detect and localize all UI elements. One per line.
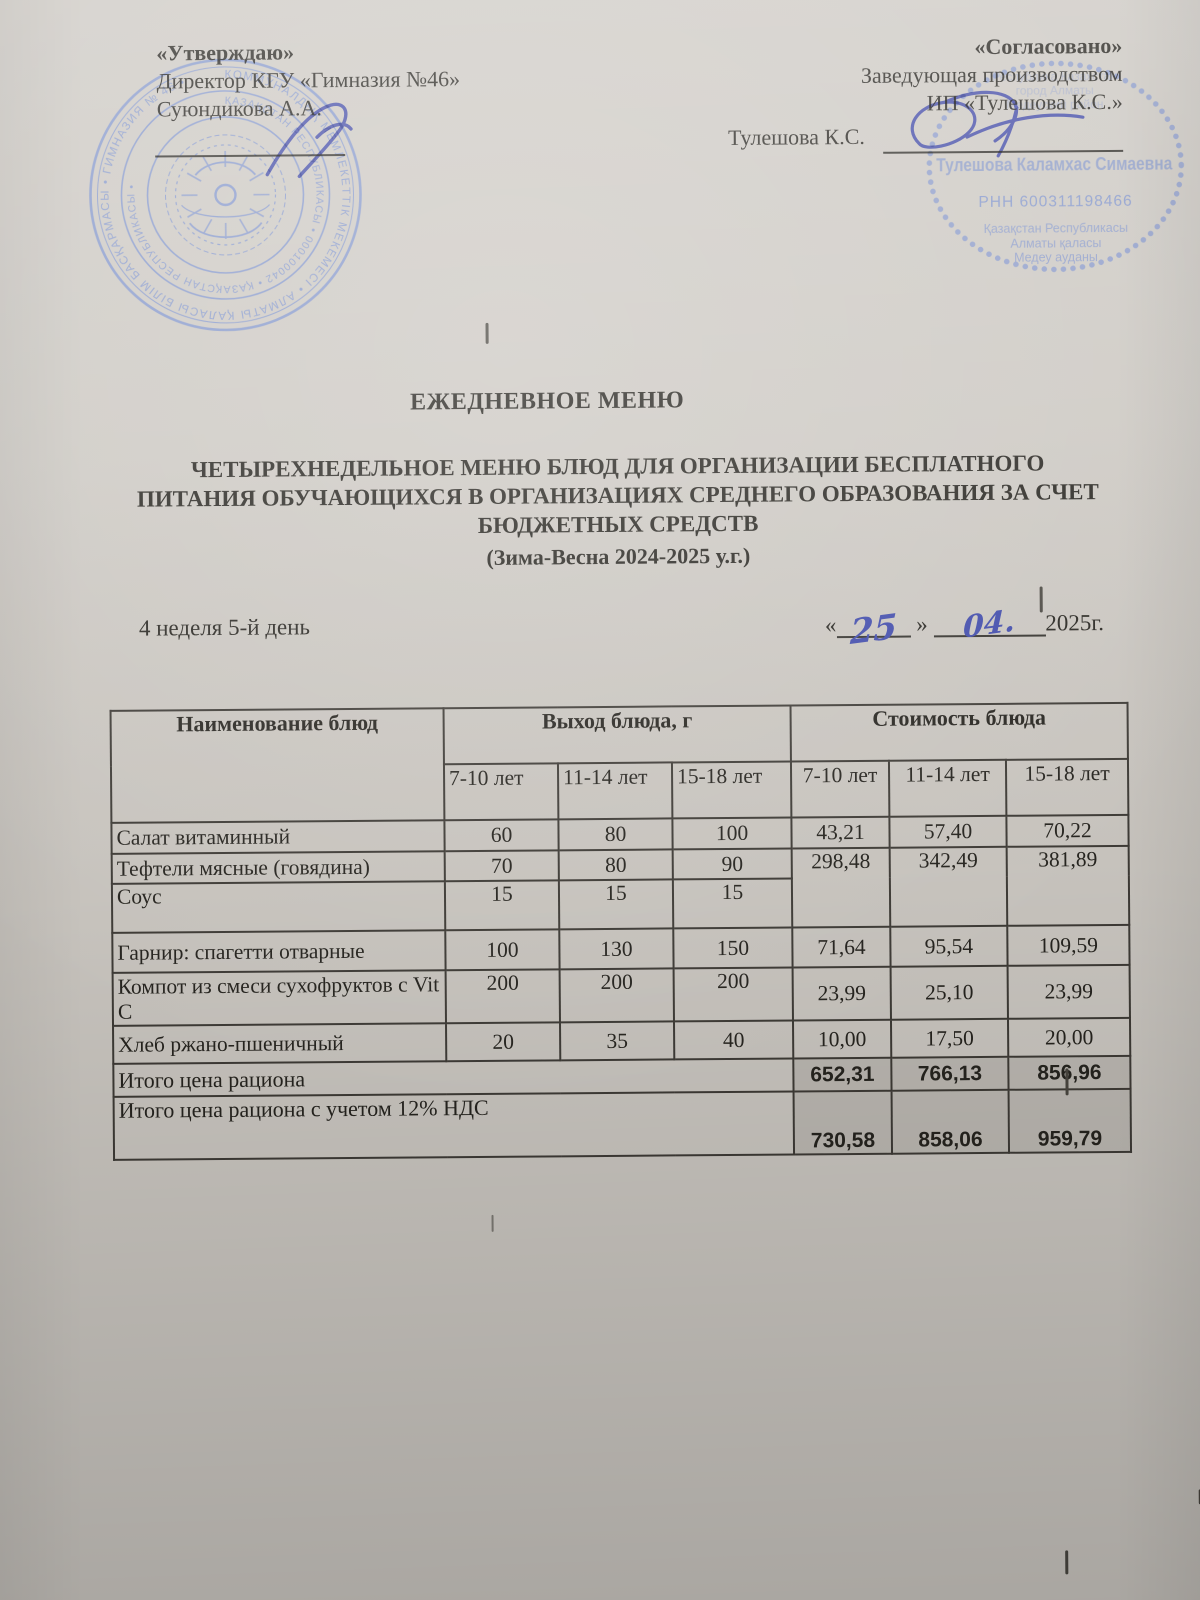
- output-value-cell: 100: [445, 929, 560, 971]
- output-value-cell: 35: [559, 1021, 675, 1061]
- scan-mark: [1065, 1068, 1069, 1096]
- week-day-label: 4 неделя 5-й день: [138, 614, 311, 641]
- cost-value-cell: 23,99: [1007, 964, 1131, 1019]
- vendor-stamp-faint-line: Республика Казахстан: [992, 69, 1117, 84]
- vendor-stamp-region-line: Медеу ауданы: [1014, 250, 1098, 265]
- cost-value-cell: 109,59: [1007, 924, 1130, 966]
- vendor-stamp-region-line: Алматы қаласы: [1010, 236, 1101, 251]
- date-line: « 25 » 04. 2025г.: [824, 603, 1105, 653]
- dish-name-cell: Салат витаминный: [111, 820, 445, 854]
- cost-value-cell: 95,54: [890, 925, 1008, 967]
- close-quote: »: [916, 611, 928, 637]
- age-col-header: 15-18 лет: [1005, 758, 1129, 816]
- age-col-header: 7-10 лет: [790, 760, 890, 818]
- output-value-cell: 100: [672, 817, 792, 850]
- handwritten-day-slot: 25: [836, 605, 911, 653]
- vendor-stamp-faint-line: город Алматы: [1016, 83, 1094, 98]
- total-label-cell: Итого цена рациона: [113, 1058, 794, 1097]
- open-quote: «: [824, 612, 837, 638]
- total-value-cell: 858,06: [891, 1089, 1010, 1154]
- season-line: (Зима-Весна 2024-2025 у.г.): [486, 542, 751, 570]
- vendor-stamp-owner-name: Тулешова Каламхас Симаевна: [936, 153, 1173, 175]
- age-col-header: 7-10 лет: [443, 763, 559, 821]
- output-value-cell: 20: [445, 1022, 561, 1062]
- cost-value-cell: 71,64: [792, 926, 891, 968]
- age-col-header: 11-14 лет: [888, 759, 1007, 817]
- total-value-cell: 856,96: [1008, 1055, 1131, 1090]
- age-col-header: 15-18 лет: [671, 761, 792, 819]
- age-col-header: 11-14 лет: [557, 762, 673, 820]
- total-value-cell: 652,31: [793, 1057, 892, 1092]
- cost-value-cell: 25,10: [890, 965, 1009, 1020]
- menu-table: Наименование блюд Выход блюда, г Стоимос…: [109, 701, 1133, 1161]
- dish-name-cell: Гарнир: спагетти отварные: [112, 930, 446, 973]
- output-value-cell: 150: [673, 927, 793, 969]
- handwritten-month: 04.: [963, 603, 1016, 646]
- output-value-cell: 15: [444, 880, 560, 931]
- output-value-cell: 60: [444, 819, 559, 852]
- output-value-cell: 200: [445, 969, 560, 1024]
- school-round-stamp: КОММУНАЛДЫҚ МЕМЛЕКЕТТІК МЕКЕМЕСІ • АЛМАТ…: [89, 58, 362, 332]
- vendor-round-stamp: Республика Казахстан город Алматы Медеус…: [926, 60, 1185, 273]
- dish-name-cell: Хлеб ржано-пшеничный: [113, 1023, 447, 1064]
- table-row: Компот из смеси сухофруктов с Vit C 200 …: [112, 964, 1131, 1026]
- total-value-cell: 766,13: [891, 1056, 1009, 1091]
- output-value-cell: 15: [672, 878, 793, 929]
- scan-mark: [1065, 1550, 1069, 1575]
- output-value-cell: 90: [672, 848, 792, 880]
- cost-value-cell: 298,48: [791, 847, 891, 928]
- total-value-cell: 730,58: [793, 1090, 893, 1155]
- cost-value-cell: 70,22: [1006, 814, 1129, 847]
- vendor-stamp-faint-line: Медеуский район: [1006, 97, 1103, 112]
- agree-signer-name: Тулешова К.С.: [727, 123, 865, 150]
- col-header-output: Выход блюда, г: [443, 705, 791, 765]
- vendor-signature: [910, 90, 1085, 158]
- year-label: 2025г.: [1045, 610, 1105, 636]
- output-value-cell: 40: [673, 1020, 794, 1060]
- vendor-stamp-region-line: Қазақстан Республикасы: [984, 221, 1128, 236]
- handwritten-day: 25: [849, 606, 898, 654]
- totals-row: Итого цена рациона с учетом 12% НДС 730,…: [113, 1088, 1132, 1160]
- stamp-emblem-rays: [181, 150, 270, 239]
- cost-value-cell: 17,50: [891, 1018, 1009, 1058]
- col-header-cost: Стоимость блюда: [790, 702, 1128, 762]
- dish-name-cell: Компот из смеси сухофруктов с Vit C: [112, 970, 446, 1026]
- director-signature: [265, 102, 353, 179]
- output-value-cell: 80: [558, 818, 673, 851]
- output-value-cell: 130: [559, 928, 674, 970]
- output-value-cell: 70: [444, 850, 559, 882]
- cost-value-cell: 23,99: [792, 966, 892, 1021]
- output-value-cell: 200: [673, 967, 794, 1022]
- dish-name-cell: Соус: [111, 881, 446, 933]
- document-subtitle: ЧЕТЫРЕХНЕДЕЛЬНОЕ МЕНЮ БЛЮД ДЛЯ ОРГАНИЗАЦ…: [0, 447, 1200, 544]
- cost-value-cell: 342,49: [889, 846, 1008, 927]
- cost-value-cell: 20,00: [1008, 1017, 1131, 1057]
- scan-mark: [1039, 586, 1043, 613]
- cost-value-cell: 57,40: [889, 815, 1007, 848]
- handwritten-month-slot: 04.: [933, 603, 1046, 646]
- vendor-stamp-rnn: РНН 600311198466: [978, 193, 1132, 211]
- output-value-cell: 200: [559, 968, 674, 1023]
- output-value-cell: 80: [558, 849, 673, 881]
- dish-name-cell: Тефтели мясные (говядина): [111, 851, 445, 884]
- cost-value-cell: 43,21: [791, 816, 890, 849]
- total-value-cell: 959,79: [1008, 1088, 1132, 1153]
- scan-mark: [491, 1214, 494, 1232]
- scan-mark: [485, 322, 489, 344]
- total-label-cell: Итого цена рациона с учетом 12% НДС: [113, 1091, 795, 1160]
- cost-value-cell: 381,89: [1006, 845, 1130, 926]
- agree-signer-row: Тулешова К.С.: [728, 124, 865, 151]
- cost-value-cell: 10,00: [793, 1019, 892, 1059]
- col-header-dish: Наименование блюд: [110, 708, 445, 823]
- document-title: ЕЖЕДНЕВНОЕ МЕНЮ: [409, 387, 685, 416]
- output-value-cell: 15: [558, 879, 674, 930]
